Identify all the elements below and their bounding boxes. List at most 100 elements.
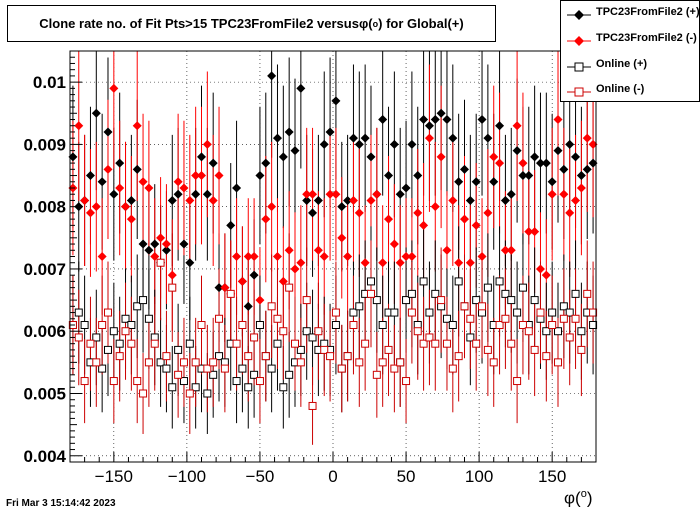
data-point-square xyxy=(98,364,107,373)
data-point-square xyxy=(267,364,276,373)
data-point-diamond xyxy=(91,108,101,118)
data-point-square xyxy=(384,345,393,354)
data-point-square xyxy=(355,358,364,367)
data-point-diamond xyxy=(454,258,464,268)
data-point-square xyxy=(554,327,563,336)
data-point-diamond xyxy=(249,252,259,261)
data-point-diamond xyxy=(571,195,581,205)
data-point-square xyxy=(209,358,218,367)
data-point-diamond xyxy=(115,158,125,168)
data-point-square xyxy=(589,308,598,317)
title-phi-symbol: φ xyxy=(358,16,369,31)
data-point-diamond xyxy=(384,171,394,181)
data-point-diamond xyxy=(272,252,282,261)
data-point-diamond xyxy=(343,252,353,261)
data-point-diamond xyxy=(506,245,516,255)
data-point-square xyxy=(197,321,206,329)
data-point-diamond xyxy=(185,258,195,268)
data-point-diamond xyxy=(477,252,487,261)
data-point-square xyxy=(139,296,148,305)
data-point-square xyxy=(92,358,101,367)
y-tick-label: 0.008 xyxy=(23,198,66,217)
data-point-diamond xyxy=(506,189,516,199)
data-point-diamond xyxy=(407,252,417,261)
data-point-diamond xyxy=(442,115,452,124)
data-point-diamond xyxy=(126,214,136,224)
data-point-square xyxy=(279,383,288,392)
data-point-square xyxy=(378,321,387,329)
data-point-diamond xyxy=(255,295,265,305)
data-point-square xyxy=(349,308,358,317)
data-point-square xyxy=(220,364,229,373)
data-point-diamond xyxy=(471,220,481,230)
x-axis-degree: o xyxy=(580,488,587,500)
legend-item-online-plus: Online (+) xyxy=(561,53,700,77)
data-point-diamond xyxy=(512,146,522,156)
data-point-diamond xyxy=(197,152,206,162)
data-point-diamond xyxy=(582,164,592,174)
data-point-diamond xyxy=(290,146,300,156)
data-point-square xyxy=(232,377,241,386)
data-point-diamond xyxy=(313,245,323,255)
x-axis-phi: φ xyxy=(564,488,576,508)
legend-label: Online (+) xyxy=(596,58,648,70)
data-point-diamond xyxy=(413,208,423,218)
data-point-diamond xyxy=(424,133,434,143)
data-point-square xyxy=(513,308,522,317)
data-point-square xyxy=(320,345,329,354)
data-point-square xyxy=(559,314,568,323)
x-tick-label: 100 xyxy=(465,467,493,486)
data-point-diamond xyxy=(495,121,505,131)
data-point-square xyxy=(478,302,487,311)
data-point-square xyxy=(250,370,259,379)
data-point-diamond xyxy=(319,139,329,149)
data-point-square xyxy=(179,377,188,386)
data-point-diamond xyxy=(419,220,429,230)
title-degree: o xyxy=(372,18,379,29)
data-point-square xyxy=(530,296,539,305)
data-point-diamond xyxy=(208,195,218,205)
data-point-diamond xyxy=(103,127,113,137)
data-point-square xyxy=(402,377,411,386)
data-point-diamond xyxy=(530,152,540,162)
data-point-diamond xyxy=(460,214,469,224)
data-point-diamond xyxy=(337,202,347,212)
data-point-square xyxy=(542,327,551,336)
data-point-square xyxy=(483,283,492,292)
data-point-square xyxy=(156,358,165,367)
data-point-square xyxy=(472,339,481,348)
data-point-square xyxy=(337,364,346,373)
data-point-square xyxy=(536,308,545,317)
data-point-square xyxy=(121,327,130,336)
data-point-diamond xyxy=(571,152,581,162)
data-point-square xyxy=(209,370,218,379)
data-point-square xyxy=(115,352,124,361)
data-point-diamond xyxy=(465,195,475,205)
data-point-diamond xyxy=(460,164,469,174)
data-point-diamond xyxy=(243,252,253,261)
data-point-diamond xyxy=(226,220,236,230)
legend: TPC23FromFile2 (+) TPC23FromFile2 (-) On… xyxy=(560,0,700,102)
data-point-square xyxy=(524,327,533,336)
data-point-diamond xyxy=(261,158,271,168)
data-point-square xyxy=(162,364,171,373)
data-point-diamond xyxy=(255,171,265,181)
data-point-square xyxy=(565,308,574,317)
data-point-diamond xyxy=(430,202,440,212)
data-point-square xyxy=(285,370,294,379)
data-point-square xyxy=(530,345,539,354)
data-point-square xyxy=(80,321,89,329)
data-point-diamond xyxy=(489,177,499,187)
data-point-square xyxy=(366,289,375,298)
data-point-square xyxy=(559,302,568,311)
data-point-diamond xyxy=(156,233,166,243)
data-point-square xyxy=(507,296,516,305)
data-point-square xyxy=(127,339,136,348)
data-point-square xyxy=(103,345,112,354)
data-point-diamond xyxy=(85,171,95,181)
data-point-diamond xyxy=(483,133,493,143)
data-point-square xyxy=(431,289,440,298)
data-point-square xyxy=(174,370,183,379)
x-tick-label: 150 xyxy=(538,467,566,486)
legend-label: TPC23FromFile2 (+) xyxy=(596,6,700,18)
